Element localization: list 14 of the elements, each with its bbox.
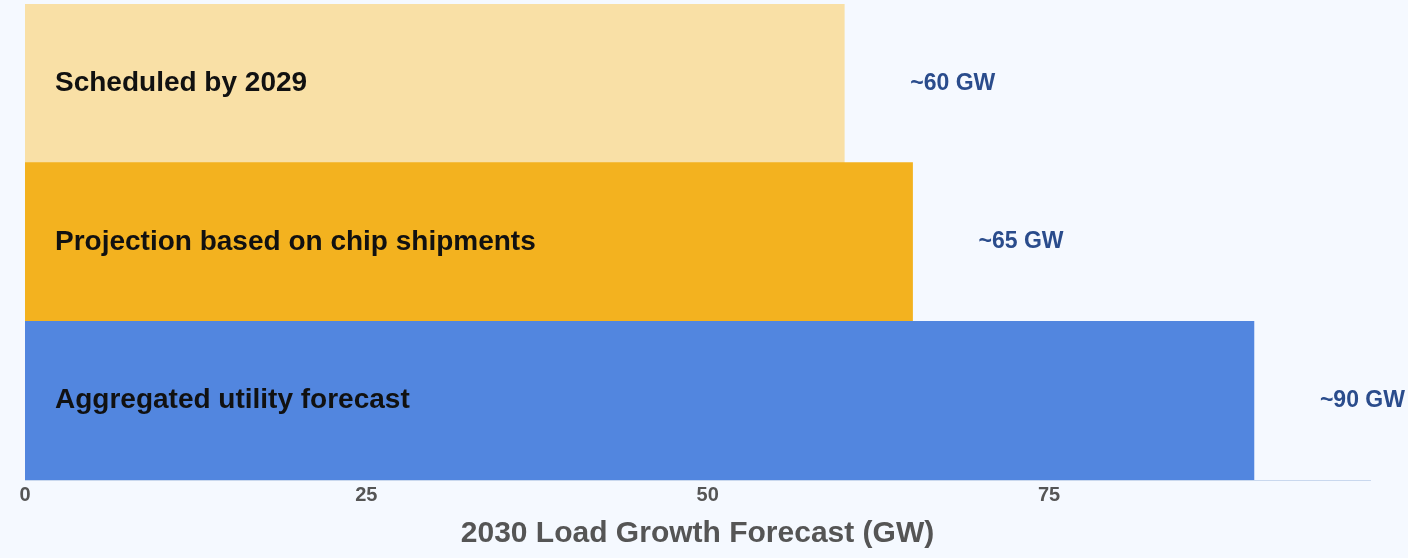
- y-tick-label: Scheduled by 2029: [55, 66, 308, 98]
- bar: [25, 321, 1255, 480]
- x-tick-label: 50: [696, 482, 719, 505]
- x-tick-label: 25: [355, 482, 378, 505]
- x-axis-title: 2030 Load Growth Forecast (GW): [460, 515, 935, 549]
- data-label: ~65 GW: [978, 227, 1064, 254]
- y-tick-label: Projection based on chip shipments: [55, 224, 536, 256]
- bar: [25, 4, 845, 163]
- data-label: ~90 GW: [1319, 386, 1406, 413]
- y-tick-label: Aggregated utility forecast: [55, 383, 410, 415]
- x-tick-label: 75: [1037, 482, 1061, 505]
- data-label: ~60 GW: [910, 68, 996, 95]
- x-tick-label: 0: [19, 482, 31, 505]
- bar: [25, 162, 913, 322]
